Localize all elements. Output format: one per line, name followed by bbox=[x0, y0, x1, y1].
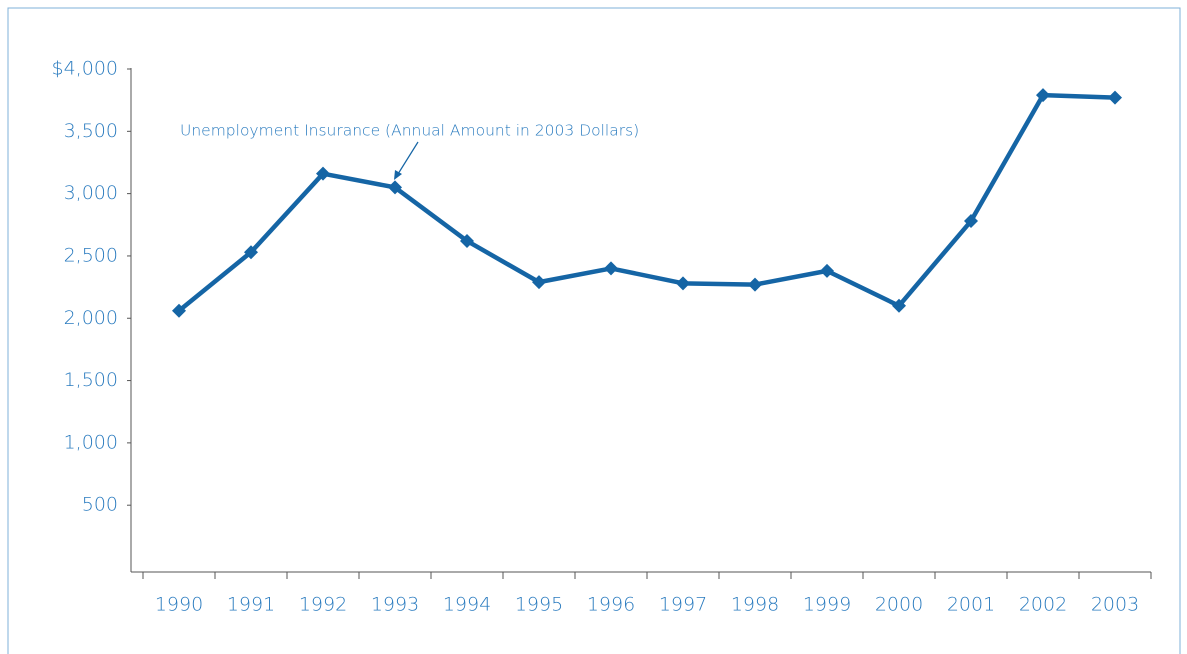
marker bbox=[748, 277, 762, 292]
marker bbox=[676, 276, 690, 291]
marker bbox=[820, 263, 834, 278]
marker bbox=[244, 245, 258, 260]
x-tick-label: 2003 bbox=[1091, 594, 1139, 616]
y-tick-label: 1,500 bbox=[64, 369, 118, 391]
y-tick-label: 3,500 bbox=[64, 120, 118, 142]
x-tick-label: 1999 bbox=[803, 594, 851, 616]
frame bbox=[7, 7, 1181, 654]
annotation: Unemployment Insurance (Annual Amount in… bbox=[180, 122, 639, 140]
marker bbox=[892, 298, 906, 313]
marker bbox=[532, 275, 546, 290]
y-tick-label: 2,000 bbox=[64, 307, 118, 329]
x-tick-label: 1993 bbox=[371, 594, 419, 616]
marker bbox=[1108, 90, 1122, 105]
y-tick-label: $4,000 bbox=[52, 58, 118, 80]
marker bbox=[1036, 88, 1050, 103]
x-tick-label: 1995 bbox=[515, 594, 563, 616]
data-line bbox=[177, 92, 1116, 313]
x-tick-label: 1992 bbox=[299, 594, 347, 616]
annotation-arrow bbox=[397, 141, 419, 175]
x-tick-label: 2002 bbox=[1019, 594, 1067, 616]
marker bbox=[172, 303, 186, 318]
marker bbox=[604, 261, 618, 276]
marker bbox=[964, 214, 978, 229]
arrow-head bbox=[394, 170, 402, 180]
x-tick-label: 1997 bbox=[659, 594, 707, 616]
x-tick-label: 1994 bbox=[443, 594, 491, 616]
x-tick-label: 1996 bbox=[587, 594, 635, 616]
marker bbox=[316, 166, 330, 181]
x-tick-label: 1991 bbox=[227, 594, 275, 616]
y-tick-label: 2,500 bbox=[64, 244, 118, 266]
y-tick-label: 500 bbox=[82, 494, 118, 516]
x-tick-label: 2001 bbox=[947, 594, 995, 616]
y-tick-label: 1,000 bbox=[64, 431, 118, 453]
y-tick-label: 3,000 bbox=[64, 182, 118, 204]
x-tick-label: 2000 bbox=[875, 594, 923, 616]
x-tick-label: 1990 bbox=[155, 594, 203, 616]
marker bbox=[388, 180, 402, 195]
marker bbox=[460, 233, 474, 248]
x-tick-label: 1998 bbox=[731, 594, 779, 616]
